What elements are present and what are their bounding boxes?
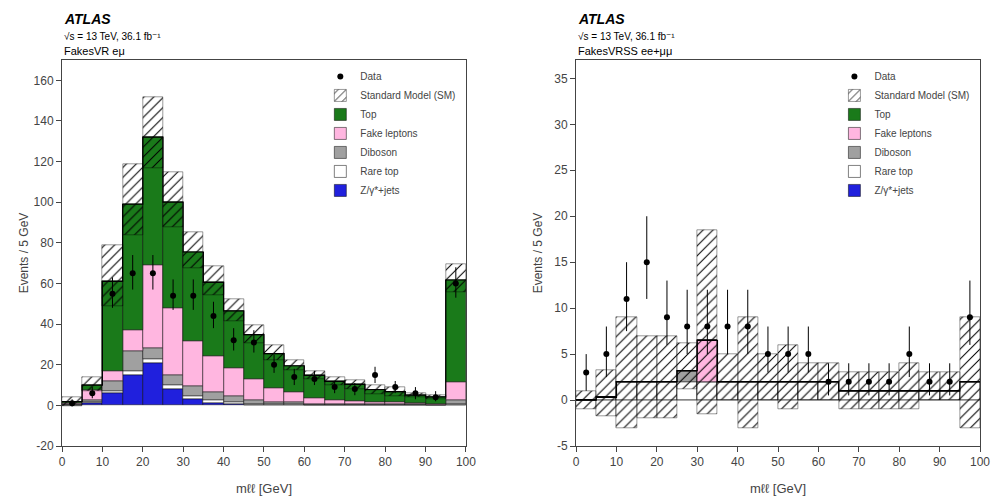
svg-text:40: 40	[731, 455, 745, 469]
svg-text:5: 5	[561, 347, 568, 361]
svg-text:0: 0	[573, 455, 580, 469]
svg-text:35: 35	[554, 72, 568, 86]
svg-text:25: 25	[554, 163, 568, 177]
svg-text:140: 140	[34, 114, 54, 128]
svg-text:√s = 13 TeV, 36.1 fb⁻¹: √s = 13 TeV, 36.1 fb⁻¹	[578, 31, 675, 42]
svg-text:10: 10	[554, 301, 568, 315]
svg-text:20: 20	[650, 455, 664, 469]
svg-text:120: 120	[34, 155, 54, 169]
svg-text:Z/γ*+jets: Z/γ*+jets	[360, 185, 399, 196]
svg-text:ATLAS: ATLAS	[578, 11, 625, 27]
svg-text:40: 40	[40, 317, 54, 331]
svg-text:mℓℓ [GeV]: mℓℓ [GeV]	[236, 481, 292, 496]
svg-text:90: 90	[419, 455, 433, 469]
svg-text:80: 80	[40, 236, 54, 250]
svg-text:10: 10	[96, 455, 110, 469]
svg-text:Data: Data	[360, 71, 382, 82]
svg-text:50: 50	[771, 455, 785, 469]
svg-text:Rare top: Rare top	[360, 166, 399, 177]
svg-text:Fake leptons: Fake leptons	[360, 128, 417, 139]
svg-text:10: 10	[610, 455, 624, 469]
svg-text:100: 100	[34, 195, 54, 209]
svg-text:15: 15	[554, 255, 568, 269]
svg-text:0: 0	[47, 399, 54, 413]
svg-text:60: 60	[812, 455, 826, 469]
svg-text:0: 0	[59, 455, 66, 469]
svg-text:-20: -20	[36, 439, 54, 453]
svg-text:30: 30	[177, 455, 191, 469]
svg-text:Top: Top	[874, 109, 891, 120]
svg-text:80: 80	[893, 455, 907, 469]
svg-text:60: 60	[40, 277, 54, 291]
svg-text:70: 70	[852, 455, 866, 469]
svg-text:Events / 5 GeV: Events / 5 GeV	[17, 213, 31, 294]
svg-text:160: 160	[34, 74, 54, 88]
svg-text:70: 70	[338, 455, 352, 469]
svg-text:0: 0	[561, 393, 568, 407]
svg-text:20: 20	[136, 455, 150, 469]
svg-text:60: 60	[298, 455, 312, 469]
svg-text:Standard Model (SM): Standard Model (SM)	[360, 90, 455, 101]
svg-text:90: 90	[933, 455, 947, 469]
svg-text:√s = 13 TeV, 36.1 fb⁻¹: √s = 13 TeV, 36.1 fb⁻¹	[64, 31, 161, 42]
svg-text:100: 100	[456, 455, 476, 469]
svg-text:Standard Model (SM): Standard Model (SM)	[874, 90, 969, 101]
svg-text:Events / 5 GeV: Events / 5 GeV	[531, 213, 545, 294]
svg-text:50: 50	[257, 455, 271, 469]
svg-text:80: 80	[378, 455, 392, 469]
svg-text:Diboson: Diboson	[874, 147, 911, 158]
svg-text:30: 30	[554, 118, 568, 132]
svg-text:40: 40	[217, 455, 231, 469]
svg-text:Diboson: Diboson	[360, 147, 397, 158]
svg-text:Top: Top	[360, 109, 377, 120]
svg-text:Rare top: Rare top	[874, 166, 913, 177]
svg-text:30: 30	[691, 455, 705, 469]
svg-text:-5: -5	[557, 439, 568, 453]
svg-text:FakesVRSS ee+μμ: FakesVRSS ee+μμ	[578, 45, 672, 57]
svg-text:Data: Data	[874, 71, 896, 82]
svg-text:100: 100	[970, 455, 990, 469]
svg-text:FakesVR eμ: FakesVR eμ	[64, 45, 125, 57]
svg-text:20: 20	[40, 358, 54, 372]
svg-text:20: 20	[554, 209, 568, 223]
svg-text:ATLAS: ATLAS	[64, 11, 111, 27]
svg-text:Z/γ*+jets: Z/γ*+jets	[874, 185, 913, 196]
svg-text:mℓℓ [GeV]: mℓℓ [GeV]	[750, 481, 806, 496]
svg-text:Fake leptons: Fake leptons	[874, 128, 931, 139]
